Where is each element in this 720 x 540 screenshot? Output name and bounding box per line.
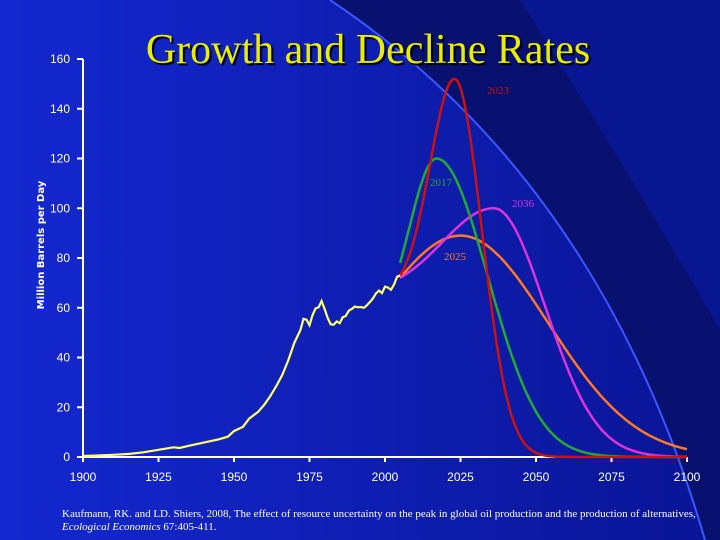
series-2023-line — [399, 77, 687, 459]
curves — [82, 77, 688, 459]
y-axis-label: Million Barrels per Day — [36, 180, 47, 309]
y-tick-label: 0 — [63, 450, 70, 464]
historical-production-line — [82, 274, 401, 458]
x-tick-label: 2025 — [447, 470, 474, 484]
y-tick-label: 60 — [57, 301, 71, 315]
y-tick-label: 120 — [50, 152, 70, 166]
y-tick-label: 160 — [50, 52, 70, 66]
y-tick-label: 100 — [50, 201, 70, 215]
x-tick-label: 2075 — [598, 470, 625, 484]
axes: 0 20 40 60 80 100 120 140 160 1900 1925 1950 1975 200… — [36, 52, 701, 484]
y-tick-label: 80 — [57, 251, 71, 265]
x-tick-label: 1925 — [145, 470, 172, 484]
series-2023-label: 2023 — [487, 85, 510, 97]
x-tick-label: 1975 — [296, 470, 323, 484]
series-2017-line — [398, 157, 687, 459]
citation: Kaufmann, RK. and LD. Shiers, 2008, The … — [62, 508, 702, 534]
y-tick-label: 40 — [57, 351, 71, 365]
series-labels: 2025 2036 2017 2023 — [430, 85, 535, 263]
x-tick-label: 2000 — [372, 470, 399, 484]
x-tick-label: 2100 — [674, 470, 701, 484]
y-tick-label: 20 — [57, 400, 71, 414]
y-tick-label: 140 — [50, 102, 70, 116]
series-2025-label: 2025 — [444, 251, 467, 263]
citation-journal: Ecological Economics — [62, 521, 161, 533]
series-2025-line — [399, 234, 688, 451]
series-2036-label: 2036 — [512, 198, 535, 210]
x-tick-label: 2050 — [523, 470, 550, 484]
chart-title: Growth and Decline Rates — [145, 27, 591, 73]
series-2017-label: 2017 — [430, 177, 453, 189]
x-tick-label: 1950 — [221, 470, 248, 484]
series-2036-line — [399, 207, 687, 459]
citation-text: Kaufmann, RK. and LD. Shiers, 2008, The … — [62, 508, 696, 520]
x-tick-label: 1900 — [70, 470, 97, 484]
citation-volume: 67:405-411. — [163, 521, 217, 533]
